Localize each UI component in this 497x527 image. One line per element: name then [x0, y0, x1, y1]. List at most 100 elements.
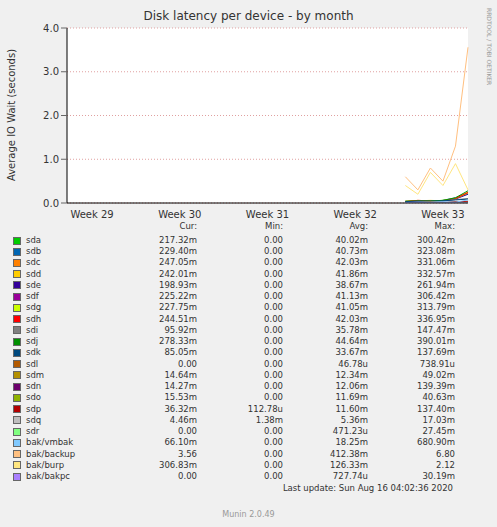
html-text:1.38m: 1.38m	[255, 414, 283, 425]
html-text:0.00: 0.00	[264, 257, 283, 268]
html-text:244.51m: 244.51m	[159, 313, 197, 324]
html-text:0.00: 0.00	[264, 426, 283, 437]
html-text:313.79m: 313.79m	[417, 302, 455, 313]
html-text:227.75m: 227.75m	[159, 302, 197, 313]
html-text:0.00: 0.00	[264, 448, 283, 459]
svg-text:Week 31: Week 31	[246, 209, 289, 220]
svg-text:Week 33: Week 33	[421, 209, 464, 220]
html-text:sdr: sdr	[26, 426, 40, 437]
html-text:sdj: sdj	[26, 336, 39, 347]
html-text:0.00: 0.00	[264, 246, 283, 257]
html-text:242.01m: 242.01m	[159, 268, 197, 279]
html-text:0.00: 0.00	[264, 313, 283, 324]
html-text:17.03m: 17.03m	[422, 414, 455, 425]
html-text:95.92m: 95.92m	[164, 324, 197, 335]
html-text:137.69m: 137.69m	[417, 347, 455, 358]
html-text:sdl: sdl	[26, 358, 39, 369]
html-text:0.00: 0.00	[264, 381, 283, 392]
html-text:112.78u: 112.78u	[247, 403, 283, 414]
html-text:18.25m: 18.25m	[335, 437, 368, 448]
html-text:40.73m: 40.73m	[335, 246, 368, 257]
html-text:40.63m: 40.63m	[422, 392, 455, 403]
html-text:3.56: 3.56	[178, 448, 197, 459]
html-text:sdk: sdk	[26, 347, 41, 358]
html-text:323.08m: 323.08m	[417, 246, 455, 257]
html-text:12.06m: 12.06m	[335, 381, 368, 392]
html-text:0.00: 0.00	[264, 369, 283, 380]
svg-text:Week 30: Week 30	[158, 209, 201, 220]
html-text:0.00: 0.00	[178, 426, 197, 437]
html-text:sdb: sdb	[26, 246, 42, 257]
svg-text:1.0: 1.0	[43, 154, 59, 165]
html-text:sdh: sdh	[26, 313, 42, 324]
html-text:11.60m: 11.60m	[335, 403, 368, 414]
html-text:225.22m: 225.22m	[159, 291, 197, 302]
html-text:sdf: sdf	[26, 291, 39, 302]
html-text:229.40m: 229.40m	[159, 246, 197, 257]
html-text:14.64m: 14.64m	[164, 369, 197, 380]
html-text:0.00: 0.00	[264, 268, 283, 279]
html-text:336.95m: 336.95m	[417, 313, 455, 324]
html-text:0.00: 0.00	[264, 302, 283, 313]
html-text:5.36m: 5.36m	[340, 414, 368, 425]
html-text:35.78m: 35.78m	[335, 324, 368, 335]
html-text:14.27m: 14.27m	[164, 381, 197, 392]
html-text:sdq: sdq	[26, 414, 42, 425]
html-text:278.33m: 278.33m	[159, 336, 197, 347]
html-text:11.69m: 11.69m	[335, 392, 368, 403]
svg-text:0.0: 0.0	[43, 198, 59, 209]
html-text:0.00: 0.00	[264, 347, 283, 358]
html-text:247.05m: 247.05m	[159, 257, 197, 268]
html-text:85.05m: 85.05m	[164, 347, 197, 358]
html-text:0.00: 0.00	[264, 291, 283, 302]
html-text:44.64m: 44.64m	[335, 336, 368, 347]
html-text:sdc: sdc	[26, 257, 41, 268]
html-text:bak/vmbak: bak/vmbak	[26, 437, 74, 448]
html-text:33.67m: 33.67m	[335, 347, 368, 358]
html-text:Disk latency per device - by m: Disk latency per device - by month	[143, 9, 354, 23]
html-text:bak/backup: bak/backup	[26, 448, 76, 459]
html-text:sdd: sdd	[26, 268, 42, 279]
html-text:738.91u: 738.91u	[419, 358, 455, 369]
html-text:sdg: sdg	[26, 302, 42, 313]
html-text:41.86m: 41.86m	[335, 268, 368, 279]
html-text:137.40m: 137.40m	[417, 403, 455, 414]
html-text:49.02m: 49.02m	[422, 369, 455, 380]
html-text:0.00: 0.00	[264, 392, 283, 403]
svg-text:Week 29: Week 29	[70, 209, 113, 220]
html-text:41.13m: 41.13m	[335, 291, 368, 302]
svg-text:3.0: 3.0	[43, 66, 59, 77]
html-text:sdo: sdo	[26, 392, 41, 403]
html-text:390.01m: 390.01m	[417, 336, 455, 347]
html-text:15.53m: 15.53m	[164, 392, 197, 403]
html-text:680.90m: 680.90m	[417, 437, 455, 448]
html-text:12.34m: 12.34m	[335, 369, 368, 380]
html-text:306.42m: 306.42m	[417, 291, 455, 302]
html-text:36.32m: 36.32m	[164, 403, 197, 414]
html-text:4.46m: 4.46m	[169, 414, 197, 425]
html-text:0.00: 0.00	[264, 358, 283, 369]
svg-text:Week 32: Week 32	[334, 209, 377, 220]
html-text:471.23u: 471.23u	[332, 426, 368, 437]
html-text:0.00: 0.00	[264, 437, 283, 448]
html-text:331.06m: 331.06m	[417, 257, 455, 268]
html-text:46.78u: 46.78u	[338, 358, 368, 369]
html-text:sdi: sdi	[26, 324, 39, 335]
html-text:332.57m: 332.57m	[417, 268, 455, 279]
html-text:41.05m: 41.05m	[335, 302, 368, 313]
html-text:sdm: sdm	[26, 369, 45, 380]
html-text:66.10m: 66.10m	[164, 437, 197, 448]
html-text:Average IO Wait (seconds): Average IO Wait (seconds)	[6, 48, 17, 182]
html-text:0.00: 0.00	[264, 324, 283, 335]
html-text:0.00: 0.00	[264, 336, 283, 347]
svg-text:4.0: 4.0	[43, 23, 59, 34]
html-text:42.03m: 42.03m	[335, 257, 368, 268]
html-text:sdn: sdn	[26, 381, 42, 392]
html-text:27.45m: 27.45m	[422, 426, 455, 437]
html-text:139.39m: 139.39m	[417, 381, 455, 392]
html-text:42.03m: 42.03m	[335, 313, 368, 324]
html-text:147.47m: 147.47m	[417, 324, 455, 335]
html-text:sdp: sdp	[26, 403, 42, 414]
html-text:0.00: 0.00	[178, 358, 197, 369]
svg-text:2.0: 2.0	[43, 110, 59, 121]
